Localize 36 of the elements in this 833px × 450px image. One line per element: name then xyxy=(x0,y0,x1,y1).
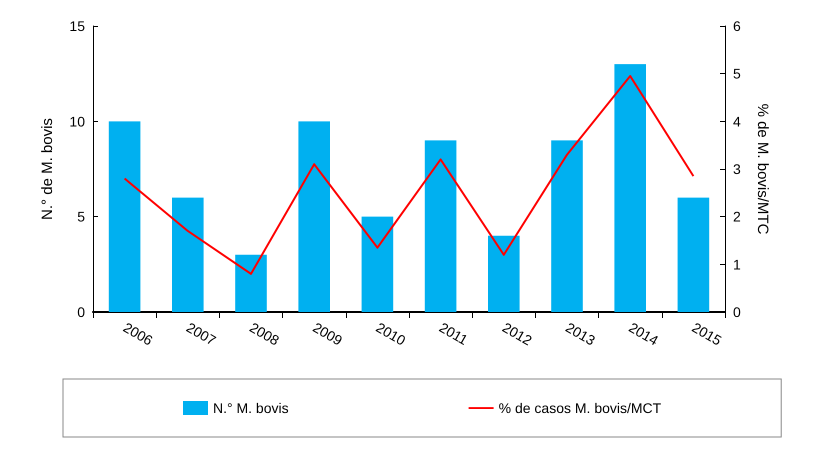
y-tick-label: 5 xyxy=(77,208,86,225)
y2-axis-title: % de M. bovis/MTC xyxy=(754,104,771,235)
x-tick-label: 2010 xyxy=(373,319,409,349)
x-tick-label: 2011 xyxy=(436,319,471,348)
y2-tick-label: 1 xyxy=(733,256,741,272)
legend-label: N.° M. bovis xyxy=(213,400,289,416)
bar xyxy=(488,236,520,312)
line-series xyxy=(124,75,694,275)
bar xyxy=(172,198,204,312)
y2-tick-label: 4 xyxy=(733,113,741,130)
bar xyxy=(235,254,267,312)
x-tick-label: 2012 xyxy=(500,319,535,349)
bar xyxy=(362,216,394,312)
x-tick-label: 2007 xyxy=(184,319,219,349)
x-tick-label: 2008 xyxy=(247,319,282,349)
x-tick-label: 2014 xyxy=(626,319,662,349)
y2-tick-label: 2 xyxy=(733,208,741,225)
x-tick-label: 2006 xyxy=(120,319,156,349)
bar xyxy=(108,121,140,312)
bar xyxy=(678,198,710,312)
y2-tick-label: 3 xyxy=(733,161,741,177)
bar xyxy=(614,64,646,312)
x-tick-label: 2013 xyxy=(563,319,598,349)
y-tick-label: 15 xyxy=(69,18,86,34)
bar xyxy=(424,140,456,312)
y-tick-label: 10 xyxy=(69,113,86,130)
y2-tick-label: 0 xyxy=(733,304,741,320)
x-tick-label: 2009 xyxy=(310,319,346,349)
y2-tick-label: 5 xyxy=(733,66,741,82)
bar xyxy=(551,140,583,312)
y-tick-label: 0 xyxy=(77,304,86,320)
x-tick-label: 2015 xyxy=(689,319,725,349)
y2-tick-label: 6 xyxy=(733,18,741,34)
legend-label: % de casos M. bovis/MCT xyxy=(498,400,662,416)
bar xyxy=(298,121,330,312)
y-axis-title: N.° de M. bovis xyxy=(39,118,56,220)
